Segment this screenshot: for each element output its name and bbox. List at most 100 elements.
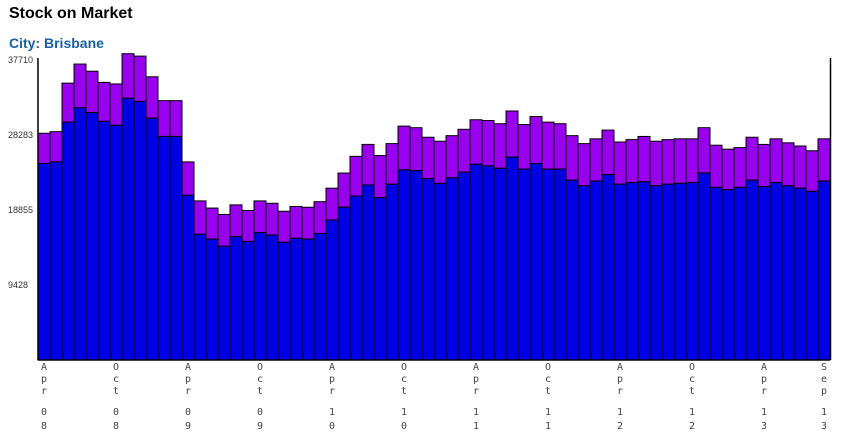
bar-upper-49 — [625, 139, 639, 184]
bar-lower-46 — [589, 180, 603, 361]
bar-upper-52 — [661, 139, 675, 185]
bar-lower-54 — [685, 182, 699, 361]
bar-lower-58 — [733, 186, 747, 361]
bar-upper-31 — [409, 127, 423, 172]
bar-upper-33 — [433, 140, 447, 184]
bar-upper-55 — [697, 127, 711, 174]
bar-lower-29 — [385, 183, 399, 361]
bar-upper-6 — [109, 83, 123, 126]
bar-lower-27 — [361, 184, 375, 361]
bar-upper-9 — [145, 76, 159, 119]
bar-upper-15 — [217, 213, 231, 247]
y-tick-label: 18855 — [8, 205, 33, 215]
bar-upper-11 — [169, 100, 183, 137]
bar-upper-59 — [745, 136, 759, 181]
bar-lower-62 — [781, 185, 795, 361]
bar-upper-54 — [685, 138, 699, 184]
y-tick-label: 37710 — [8, 55, 33, 65]
bar-upper-64 — [805, 150, 819, 192]
bar-lower-11 — [169, 135, 183, 361]
bar-lower-37 — [481, 165, 495, 361]
bar-upper-60 — [757, 143, 771, 188]
labels-group: 9428 18855 28283 37710 A p r 0 8 O c t 0 8 A p r 0 9 O c t 0 9 A… — [8, 55, 827, 432]
bar-upper-14 — [205, 207, 219, 240]
axes-group — [37, 58, 832, 361]
bar-upper-12 — [181, 161, 195, 196]
bar-lower-17 — [241, 240, 255, 361]
bar-upper-1 — [49, 131, 63, 163]
bar-upper-44 — [565, 135, 579, 181]
chart-title: Stock on Market — [9, 5, 133, 22]
bar-upper-42 — [541, 121, 555, 170]
bar-lower-41 — [529, 163, 543, 361]
chart-subtitle: City: Brisbane — [9, 35, 104, 51]
bar-lower-5 — [97, 120, 111, 361]
bar-upper-57 — [721, 148, 735, 191]
bar-lower-49 — [625, 182, 639, 361]
bar-lower-53 — [673, 182, 687, 361]
bar-lower-4 — [85, 112, 99, 361]
bar-lower-7 — [121, 97, 135, 361]
bar-upper-65 — [817, 138, 831, 182]
bar-upper-62 — [781, 142, 795, 187]
bar-lower-18 — [253, 232, 267, 361]
bar-lower-48 — [613, 183, 627, 361]
bar-upper-25 — [337, 172, 351, 208]
bar-upper-35 — [457, 128, 471, 173]
bar-lower-47 — [601, 174, 615, 361]
bar-lower-0 — [37, 163, 51, 361]
bar-upper-39 — [505, 110, 519, 158]
bar-upper-16 — [229, 204, 243, 238]
bar-lower-22 — [301, 238, 315, 361]
bar-upper-5 — [97, 81, 111, 122]
bar-upper-43 — [553, 123, 567, 170]
bar-lower-57 — [721, 189, 735, 361]
bar-lower-55 — [697, 172, 711, 361]
bar-lower-8 — [133, 100, 147, 361]
bar-upper-40 — [517, 124, 531, 170]
bar-upper-38 — [493, 123, 507, 169]
bar-lower-64 — [805, 190, 819, 361]
bar-upper-48 — [613, 141, 627, 185]
bar-lower-35 — [457, 171, 471, 361]
bar-lower-38 — [493, 167, 507, 361]
bars-group — [37, 53, 831, 361]
bar-lower-39 — [505, 156, 519, 361]
bar-upper-10 — [157, 100, 171, 137]
bar-lower-20 — [277, 241, 291, 361]
bar-upper-50 — [637, 135, 651, 183]
bar-upper-36 — [469, 119, 483, 165]
bar-upper-23 — [313, 201, 327, 235]
bar-upper-8 — [133, 55, 147, 102]
bar-lower-25 — [337, 206, 351, 361]
bar-upper-51 — [649, 140, 663, 187]
bar-upper-45 — [577, 143, 591, 187]
bar-lower-56 — [709, 186, 723, 361]
bar-lower-9 — [145, 117, 159, 361]
bar-lower-23 — [313, 233, 327, 361]
bar-lower-3 — [73, 107, 87, 361]
bar-lower-45 — [577, 185, 591, 361]
bar-lower-60 — [757, 186, 771, 361]
bar-lower-59 — [745, 179, 759, 361]
bar-lower-42 — [541, 168, 555, 361]
bar-upper-41 — [529, 116, 543, 165]
bar-lower-44 — [565, 179, 579, 361]
bar-upper-53 — [673, 138, 687, 184]
bar-upper-18 — [253, 200, 267, 234]
bar-lower-36 — [469, 163, 483, 361]
bar-upper-61 — [769, 138, 783, 184]
bar-lower-43 — [553, 168, 567, 361]
bar-upper-20 — [277, 210, 291, 243]
bar-upper-56 — [709, 144, 723, 188]
bar-upper-58 — [733, 147, 747, 188]
bar-lower-33 — [433, 182, 447, 361]
